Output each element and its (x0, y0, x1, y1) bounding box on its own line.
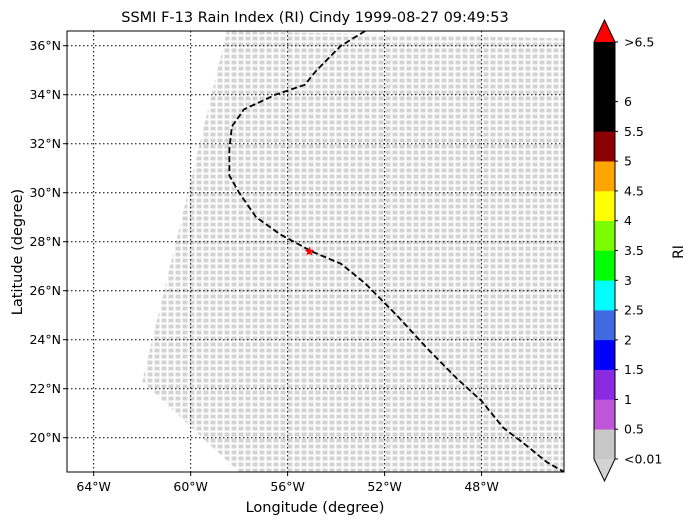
storm-track (228, 31, 564, 472)
x-axis-label: Longitude (degree) (246, 500, 385, 516)
y-tick-labels: 20°N 22°N 24°N 26°N 28°N 30°N 32°N 34°N 36°N (29, 38, 67, 445)
y-tick-label: 36°N (29, 38, 61, 53)
y-tick-label: 26°N (29, 283, 61, 298)
colorbar-bin (594, 101, 615, 132)
colorbar-bin (594, 190, 615, 222)
y-tick-label: 32°N (29, 136, 61, 151)
colorbar-tick-label: 3 (624, 273, 632, 288)
colorbar-bin (594, 339, 615, 370)
colorbar-tick-label: 5.5 (624, 124, 644, 139)
y-tick-label: 22°N (29, 381, 61, 396)
x-tick-label: 64°W (76, 479, 111, 494)
storm-center-star (304, 246, 315, 256)
swath-footprint (142, 31, 564, 472)
colorbar-bin (594, 399, 615, 430)
colorbar-tick-label: 5 (624, 154, 632, 169)
colorbar-bin (594, 161, 615, 192)
axes-frame (66, 30, 565, 473)
y-tick-label: 30°N (29, 185, 61, 200)
colorbar-tick-label: 1 (624, 392, 632, 407)
colorbar-over-triangle (594, 20, 615, 42)
y-tick-label: 20°N (29, 430, 61, 445)
y-tick-label: 24°N (29, 332, 61, 347)
x-tick-label: 56°W (270, 479, 305, 494)
y-axis-label: Latitude (degree) (10, 189, 26, 315)
colorbar-bin (594, 280, 615, 311)
grid-lines (67, 31, 564, 472)
colorbar-bin (594, 220, 615, 251)
x-tick-label: 52°W (367, 479, 402, 494)
map-area (67, 31, 564, 472)
colorbar-tick-label: 4.5 (624, 183, 644, 198)
y-tick-label: 28°N (29, 234, 61, 249)
colorbar-bin (594, 310, 615, 341)
colorbar-tick-label: 6 (624, 94, 632, 109)
colorbar-tick-label: 3.5 (624, 243, 644, 258)
colorbar-bin (594, 429, 615, 460)
x-tick-labels: 64°W 60°W 56°W 52°W 48°W (76, 472, 499, 494)
x-tick-label: 48°W (464, 479, 499, 494)
colorbar-label: RI (671, 245, 687, 259)
colorbar-tick-label: 2 (624, 332, 632, 347)
colorbar-tick-label: 4 (624, 213, 632, 228)
colorbar-tick-label: 0.5 (624, 422, 644, 437)
colorbar-bin (594, 250, 615, 281)
colorbar: <0.01 0.5 1 1.5 2 2.5 3 3.5 4 4.5 5 5.5 6 >6.5 (593, 18, 662, 483)
y-tick-label: 34°N (29, 87, 61, 102)
colorbar-bin (594, 71, 615, 102)
colorbar-tick-label: >6.5 (624, 35, 654, 50)
colorbar-tick-label: 2.5 (624, 303, 644, 318)
colorbar-tick-label: <0.01 (624, 452, 662, 467)
x-tick-label: 60°W (173, 479, 208, 494)
colorbar-under-triangle (594, 459, 615, 481)
colorbar-bin (594, 369, 615, 400)
colorbar-bin (594, 131, 615, 162)
colorbar-bin (594, 42, 615, 73)
plot-title: SSMI F-13 Rain Index (RI) Cindy 1999-08-… (121, 10, 508, 26)
colorbar-tick-label: 1.5 (624, 362, 644, 377)
